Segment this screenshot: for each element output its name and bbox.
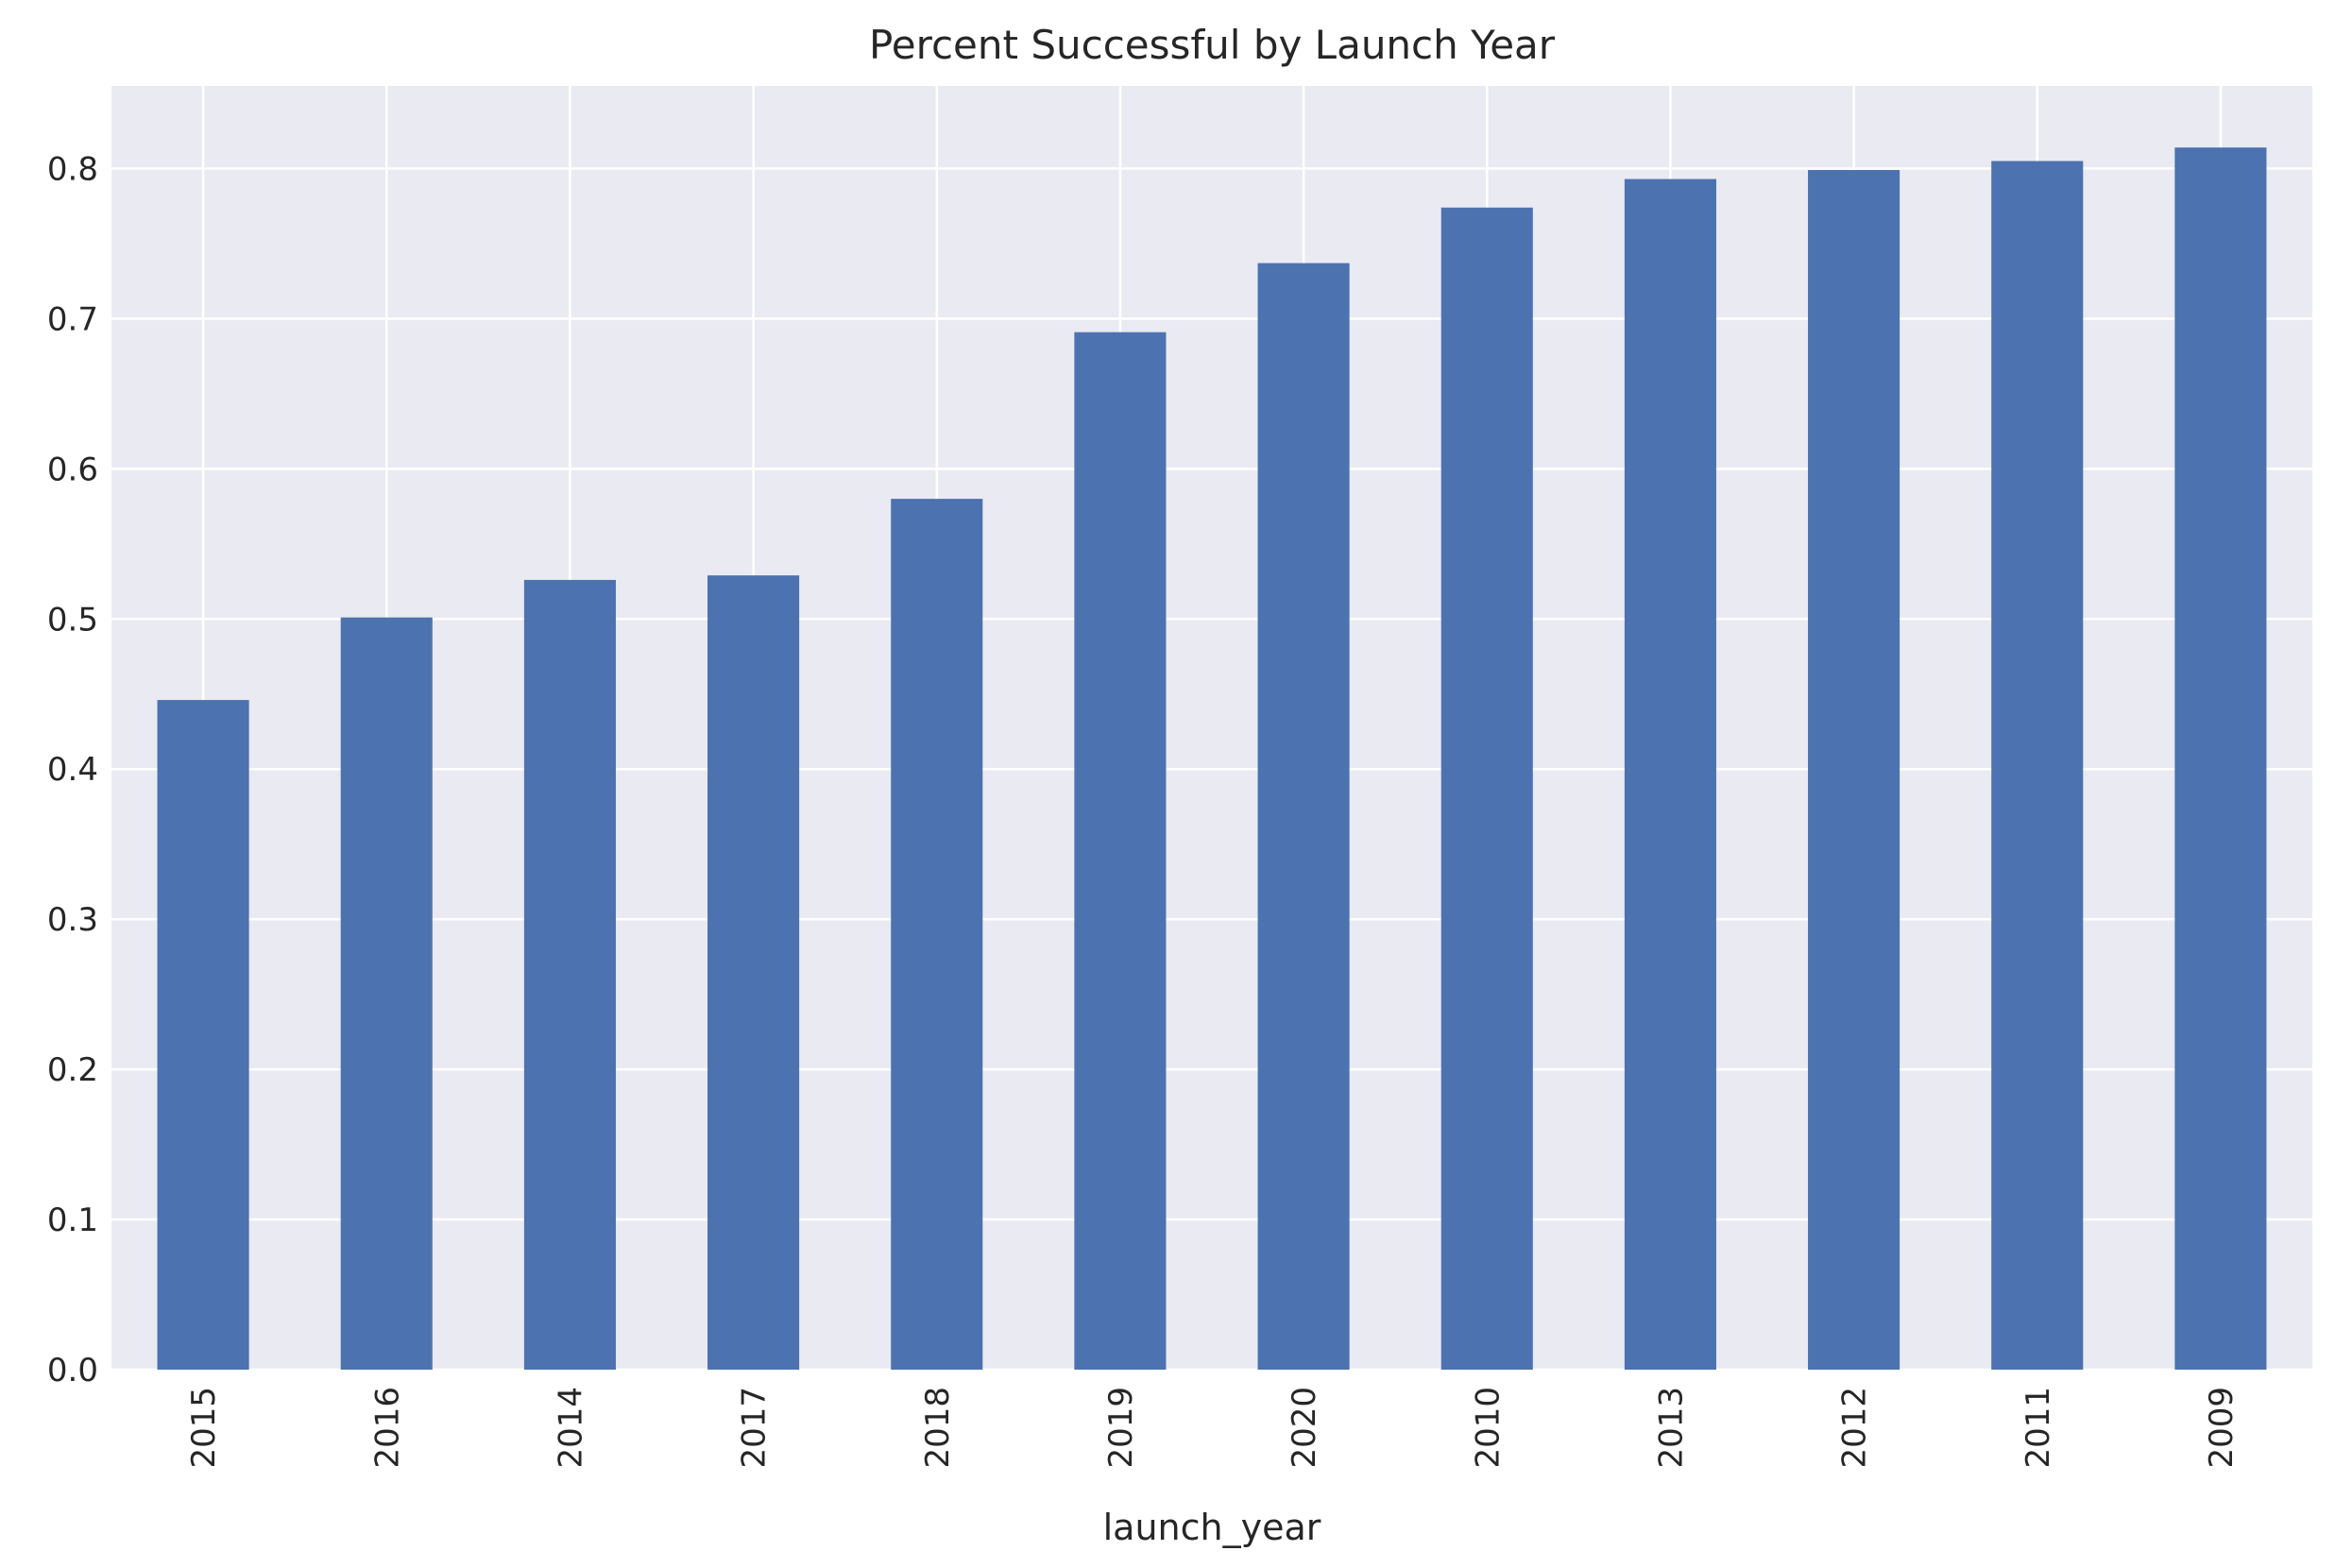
plot-area	[111, 86, 2312, 1370]
bar-2019	[1074, 332, 1167, 1370]
bars	[157, 147, 2267, 1371]
chart-title: Percent Successful by Launch Year	[869, 22, 1556, 68]
x-tick-label: 2011	[2020, 1387, 2057, 1469]
bar-2017	[707, 575, 800, 1370]
x-axis-ticks: 2015 2016 2014 2017 2018 2019 2020 2010 2013 2012…	[185, 1387, 2241, 1469]
bar-2012	[1808, 170, 1900, 1371]
x-tick-label: 2017	[736, 1387, 774, 1469]
bar-2015	[157, 700, 249, 1370]
bar-2013	[1624, 179, 1716, 1370]
y-tick-label: 0.4	[47, 751, 98, 789]
y-tick-label: 0.3	[47, 901, 98, 939]
x-tick-label: 2009	[2203, 1387, 2241, 1469]
bar-2014	[523, 579, 616, 1370]
y-tick-label: 0.2	[47, 1051, 98, 1089]
y-tick-label: 0.8	[47, 150, 98, 188]
y-tick-label: 0.5	[47, 601, 98, 639]
x-tick-label: 2020	[1286, 1387, 1323, 1469]
x-tick-label: 2015	[185, 1387, 223, 1469]
bar-2020	[1257, 263, 1350, 1371]
x-tick-label: 2012	[1836, 1387, 1874, 1469]
y-tick-label: 0.6	[47, 451, 98, 488]
bar-2011	[1991, 161, 2084, 1371]
y-tick-label: 0.1	[47, 1202, 98, 1239]
y-tick-label: 0.7	[47, 300, 98, 338]
x-tick-label: 2016	[368, 1387, 406, 1469]
x-tick-label: 2010	[1469, 1387, 1507, 1469]
y-axis-ticks: 0.0 0.1 0.2 0.3 0.4 0.5 0.6 0.7 0.8	[47, 150, 98, 1389]
y-tick-label: 0.0	[47, 1352, 98, 1389]
x-tick-label: 2018	[919, 1387, 957, 1469]
bar-2018	[891, 499, 983, 1370]
x-tick-label: 2019	[1102, 1387, 1140, 1469]
x-axis-label: launch_year	[1103, 1507, 1321, 1548]
bar-2016	[340, 617, 433, 1370]
bar-2010	[1440, 207, 1533, 1371]
bar-2009	[2174, 147, 2267, 1370]
x-tick-label: 2014	[552, 1387, 589, 1469]
x-tick-label: 2013	[1652, 1387, 1690, 1469]
